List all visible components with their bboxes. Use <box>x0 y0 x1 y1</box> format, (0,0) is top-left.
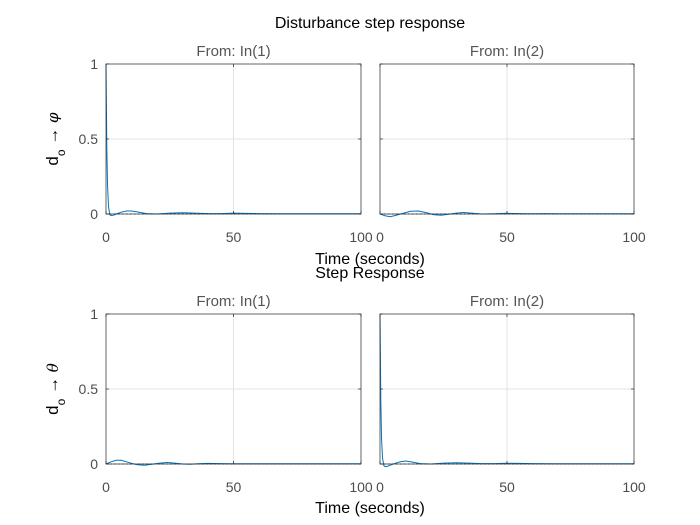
x-tick-label: 50 <box>226 229 242 245</box>
y-tick-label: 0 <box>90 206 98 222</box>
y-tick-label: 0.5 <box>79 131 99 147</box>
x-tick-label: 50 <box>226 479 242 495</box>
panel-subtitle: From: In(1) <box>196 43 270 60</box>
y-axis-label: do → φ <box>43 112 68 166</box>
response-line <box>105 63 361 217</box>
chart-title: Step Response <box>315 265 425 282</box>
x-tick-label: 0 <box>102 229 110 245</box>
y-axis-label-text: do → φ <box>43 112 68 166</box>
panel-2: From: In(2) 0 50 100 <box>376 43 646 245</box>
y-axis-label: do → θ <box>43 363 68 415</box>
x-tick-label: 0 <box>376 229 384 245</box>
x-tick-label: 50 <box>499 479 515 495</box>
y-tick-label: 1 <box>90 56 98 72</box>
x-axis-label: Time (seconds) <box>315 500 425 517</box>
chart-1: Disturbance step response do → φ Time (sec… <box>43 15 646 268</box>
x-tick-label: 50 <box>499 229 515 245</box>
x-axis-label: Time (seconds) <box>315 251 425 268</box>
y-tick-label: 0.5 <box>79 381 99 397</box>
x-tick-label: 100 <box>349 229 373 245</box>
response-line <box>379 313 634 468</box>
panel-1: From: In(1) 0 50 100 0 0.5 1 <box>79 43 373 245</box>
panel-subtitle: From: In(2) <box>470 43 544 60</box>
panel-1: From: In(1) 0 50 100 0 0.5 1 <box>79 293 373 495</box>
x-tick-label: 100 <box>622 229 646 245</box>
y-axis-label-text: do → θ <box>43 363 68 415</box>
panel-2: From: In(2) 0 50 100 <box>376 293 646 495</box>
x-tick-label: 100 <box>349 479 373 495</box>
panel-subtitle: From: In(2) <box>470 293 544 310</box>
chart-2: Step Response do → θ Time (seconds) From: I… <box>43 265 646 517</box>
x-tick-label: 0 <box>102 479 110 495</box>
x-tick-label: 0 <box>376 479 384 495</box>
chart-title: Disturbance step response <box>275 15 465 32</box>
panel-subtitle: From: In(1) <box>196 293 270 310</box>
y-tick-label: 1 <box>90 306 98 322</box>
x-tick-label: 100 <box>622 479 646 495</box>
y-tick-label: 0 <box>90 456 98 472</box>
